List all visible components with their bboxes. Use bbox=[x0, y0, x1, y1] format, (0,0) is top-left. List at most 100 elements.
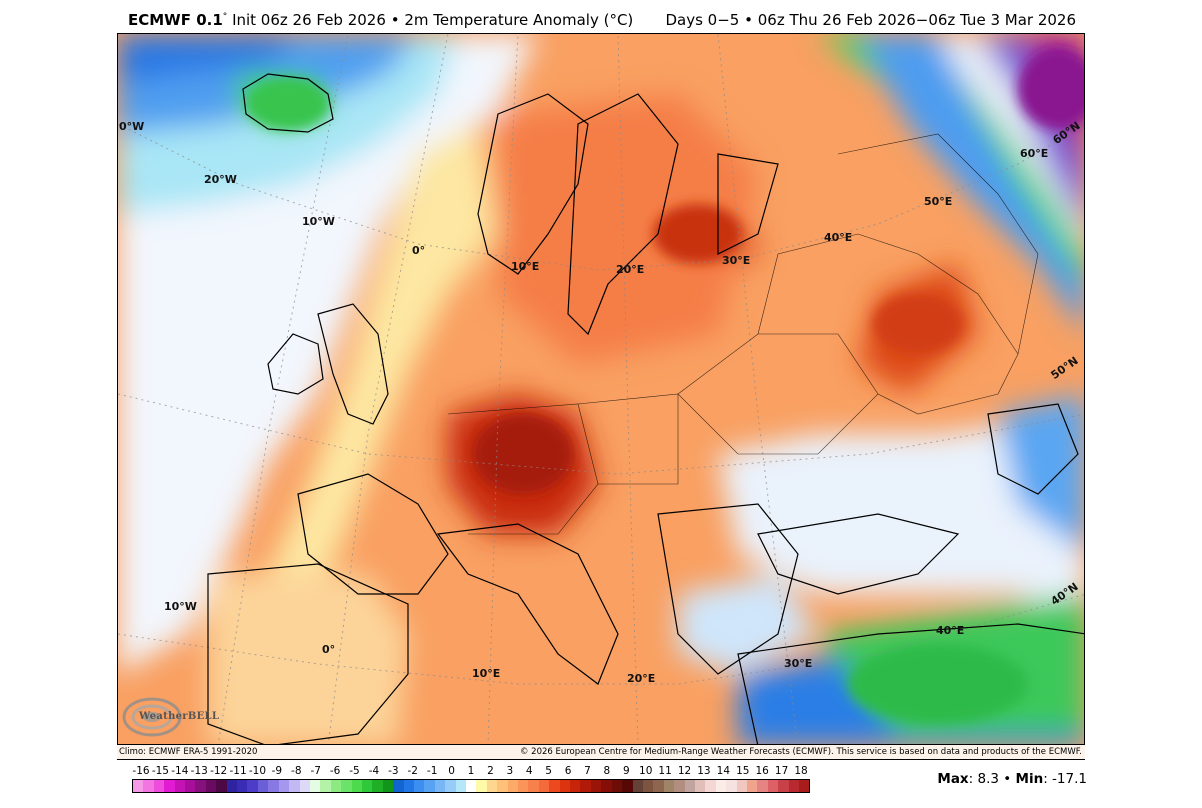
colorbar-swatch bbox=[424, 780, 435, 792]
colorbar-swatch bbox=[559, 780, 571, 792]
colorbar-swatch bbox=[382, 780, 394, 792]
colorbar-tick-label: 3 bbox=[506, 765, 514, 777]
grid-label: 40°E bbox=[824, 231, 853, 244]
colorbar-tick-label: 13 bbox=[697, 765, 711, 777]
colorbar-swatch bbox=[694, 780, 706, 792]
colorbar-swatch bbox=[393, 780, 404, 792]
colorbar-tick-label: 1 bbox=[467, 765, 475, 777]
colorbar-swatch bbox=[653, 780, 664, 792]
colorbar-labels: -16 -15 -14 -13 -12 -11 -10 -9 -8 -7 -6 -5 -4 -3 -2 -1 0… bbox=[132, 765, 810, 779]
colorbar-swatch bbox=[715, 780, 727, 792]
colorbar-swatch bbox=[341, 780, 352, 792]
grid-label: 30°E bbox=[722, 254, 751, 267]
grid-label: 30°E bbox=[784, 657, 813, 670]
colorbar-swatch bbox=[195, 780, 206, 792]
colorbar-swatch bbox=[133, 780, 144, 792]
min-label: Min bbox=[1015, 771, 1044, 787]
colorbar-swatch bbox=[372, 780, 383, 792]
colorbar-swatch bbox=[445, 780, 456, 792]
degree-symbol: ° bbox=[222, 12, 228, 22]
colorbar-swatch bbox=[330, 780, 342, 792]
colorbar-swatch bbox=[549, 780, 560, 792]
colorbar-swatch bbox=[216, 780, 227, 792]
min-value: : -17.1 bbox=[1043, 771, 1087, 787]
colorbar-swatch bbox=[466, 780, 477, 792]
colorbar-swatch bbox=[726, 780, 737, 792]
colorbar-swatch bbox=[767, 780, 779, 792]
grid-label: 0°W bbox=[119, 120, 145, 133]
colorbar-swatch bbox=[601, 780, 612, 792]
copyright-note: © 2026 European Centre for Medium-Range … bbox=[519, 747, 1082, 757]
grid-label: 10°E bbox=[472, 667, 501, 680]
colorbar-tick-label: 15 bbox=[736, 765, 750, 777]
colorbar-tick-label: 6 bbox=[564, 765, 572, 777]
grid-label: 20°E bbox=[616, 263, 645, 276]
colorbar-tick-label: -5 bbox=[349, 765, 360, 777]
colorbar-tick-label: 2 bbox=[487, 765, 494, 777]
colorbar-tick-label: -16 bbox=[132, 765, 150, 777]
colorbar-swatch bbox=[164, 780, 175, 792]
max-value: : 8.3 • bbox=[968, 771, 1012, 787]
colorbar-swatch bbox=[247, 780, 258, 792]
parameter-name: 2m Temperature Anomaly (°C) bbox=[404, 11, 634, 29]
colorbar-swatch bbox=[632, 780, 643, 792]
weatherbell-logo bbox=[120, 693, 210, 741]
colorbar-swatch bbox=[403, 780, 414, 792]
colorbar-swatch bbox=[143, 780, 154, 792]
colorbar-swatch bbox=[580, 780, 591, 792]
colorbar-swatch bbox=[799, 780, 810, 792]
colorbar-swatch bbox=[674, 780, 685, 792]
colorbar-swatch bbox=[518, 780, 529, 792]
colorbar-swatch bbox=[413, 780, 425, 792]
colorbar-swatch bbox=[361, 780, 373, 792]
colorbar-tick-label: -12 bbox=[210, 765, 228, 777]
colorbar-tick-label: -13 bbox=[190, 765, 208, 777]
grid-label: 40°E bbox=[936, 624, 965, 637]
colorbar-swatch bbox=[705, 780, 716, 792]
colorbar-swatch bbox=[486, 780, 498, 792]
colorbar-swatch bbox=[622, 780, 633, 792]
colorbar-tick-label: 14 bbox=[716, 765, 731, 777]
map-field bbox=[118, 34, 1084, 744]
colorbar-tick-label: 9 bbox=[622, 765, 630, 777]
colorbar-swatch bbox=[736, 780, 747, 792]
colorbar-tick-label: -11 bbox=[229, 765, 247, 777]
colorbar bbox=[132, 779, 810, 793]
title-separator: • bbox=[390, 11, 400, 29]
colorbar-tick-label: -8 bbox=[291, 765, 302, 777]
colorbar-swatch bbox=[663, 780, 675, 792]
grid-label: 10°E bbox=[511, 260, 540, 273]
colorbar-tick-label: 18 bbox=[794, 765, 808, 777]
climo-note: Climo: ECMWF ERA-5 1991-2020 bbox=[119, 747, 258, 757]
colorbar-swatch bbox=[590, 780, 602, 792]
colorbar-swatch bbox=[642, 780, 654, 792]
colorbar-swatch bbox=[320, 780, 331, 792]
colorbar-swatch bbox=[538, 780, 550, 792]
colorbar-swatch bbox=[788, 780, 799, 792]
colorbar-swatch bbox=[528, 780, 539, 792]
colorbar-swatch bbox=[257, 780, 269, 792]
colorbar-swatch bbox=[757, 780, 768, 792]
colorbar-tick-label: -15 bbox=[151, 765, 169, 777]
grid-label: 0° bbox=[412, 244, 426, 257]
colorbar-tick-label: -7 bbox=[310, 765, 321, 777]
grid-label: 20°E bbox=[627, 672, 656, 685]
colorbar-swatch bbox=[434, 780, 446, 792]
colorbar-swatch bbox=[570, 780, 581, 792]
max-label: Max bbox=[937, 771, 969, 787]
model-name: ECMWF 0.1 bbox=[128, 11, 223, 29]
colorbar-tick-label: 8 bbox=[603, 765, 611, 777]
title-right: Days 0−5 • 06z Thu 26 Feb 2026−06z Tue 3… bbox=[665, 11, 1076, 29]
colorbar-swatch bbox=[289, 780, 300, 792]
colorbar-tick-label: -2 bbox=[407, 765, 418, 777]
colorbar-swatch bbox=[205, 780, 217, 792]
colorbar-swatch bbox=[185, 780, 196, 792]
colorbar-swatch bbox=[174, 780, 186, 792]
colorbar-swatch bbox=[507, 780, 519, 792]
colorbar-tick-label: -3 bbox=[388, 765, 399, 777]
colorbar-swatch bbox=[299, 780, 310, 792]
colorbar-swatch bbox=[226, 780, 238, 792]
colorbar-tick-label: 11 bbox=[658, 765, 672, 777]
colorbar-tick-label: -6 bbox=[329, 765, 341, 777]
temperature-anomaly-map[interactable]: 0°W 20°W 10°W 0° 10°E 20°E 30°E 40°E 50°E 60°E 60°… bbox=[117, 33, 1085, 745]
